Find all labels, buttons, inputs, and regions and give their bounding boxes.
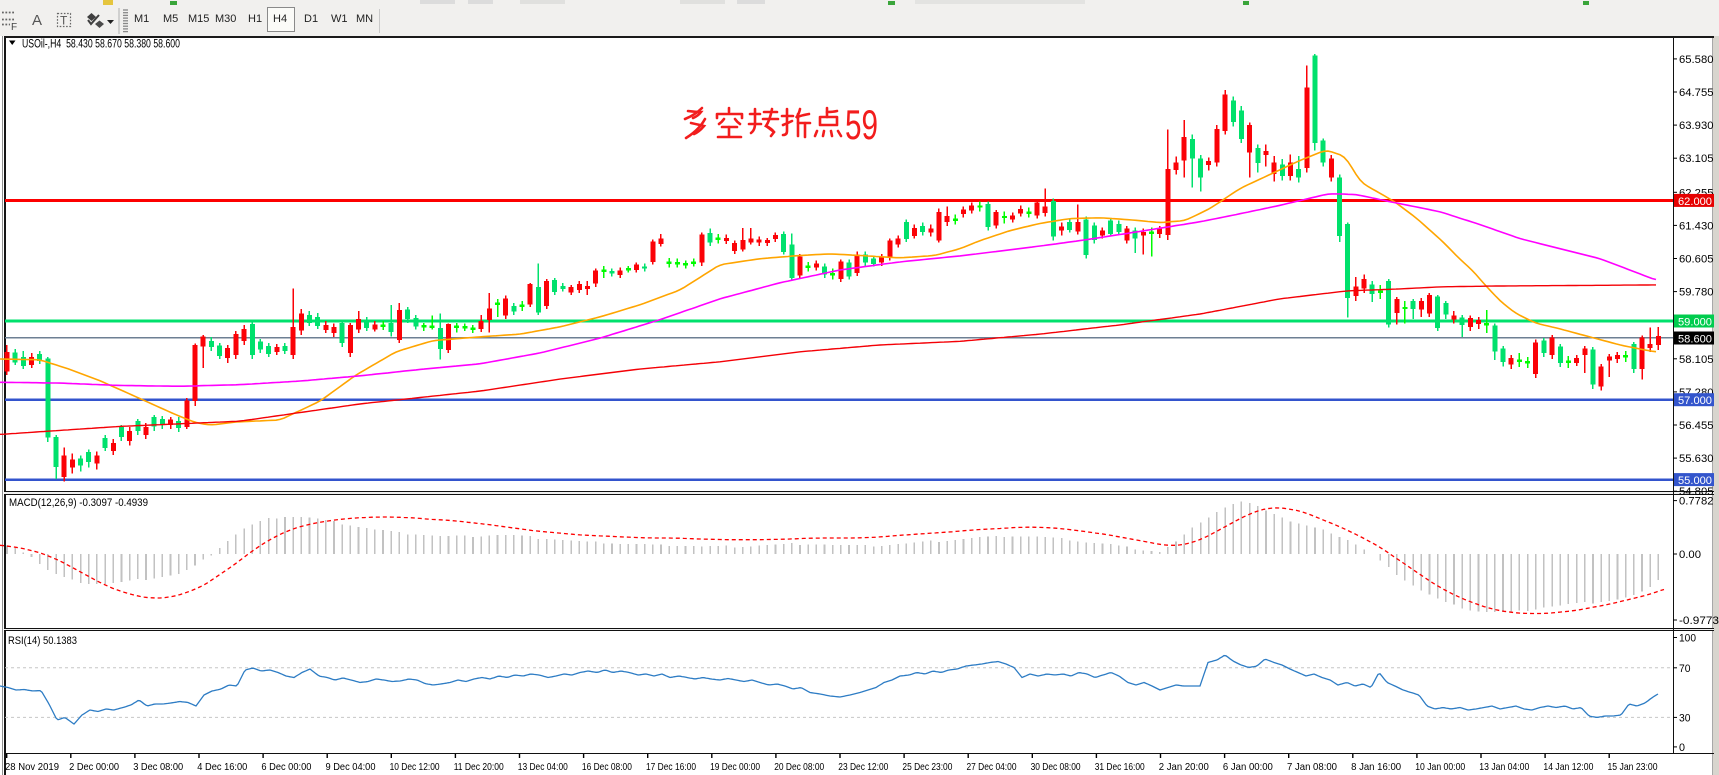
svg-text:30: 30	[1679, 712, 1691, 724]
svg-text:59.780: 59.780	[1679, 287, 1714, 299]
svg-text:MACD(12,26,9) -0.3097 -0.4939: MACD(12,26,9) -0.3097 -0.4939	[9, 497, 148, 509]
svg-text:0: 0	[1679, 742, 1685, 754]
svg-text:65.580: 65.580	[1679, 54, 1714, 66]
svg-text:10 Dec 12:00: 10 Dec 12:00	[390, 762, 440, 773]
svg-text:61.430: 61.430	[1679, 220, 1714, 232]
svg-text:28 Nov 2019: 28 Nov 2019	[5, 762, 59, 773]
svg-text:11 Dec 20:00: 11 Dec 20:00	[454, 762, 504, 773]
svg-text:27 Dec 04:00: 27 Dec 04:00	[967, 762, 1017, 773]
svg-text:15 Jan 23:00: 15 Jan 23:00	[1608, 762, 1658, 773]
svg-text:62.000: 62.000	[1678, 196, 1712, 208]
svg-text:19 Dec 00:00: 19 Dec 00:00	[710, 762, 760, 773]
svg-text:13 Dec 04:00: 13 Dec 04:00	[518, 762, 568, 773]
svg-text:25 Dec 23:00: 25 Dec 23:00	[902, 762, 952, 773]
svg-text:63.930: 63.930	[1679, 120, 1714, 132]
svg-text:0.7782: 0.7782	[1679, 496, 1714, 508]
svg-text:23 Dec 12:00: 23 Dec 12:00	[838, 762, 888, 773]
svg-text:T: T	[60, 14, 68, 28]
svg-text:54.805: 54.805	[1679, 486, 1714, 498]
svg-text:70: 70	[1679, 663, 1691, 675]
svg-text:57.000: 57.000	[1678, 395, 1712, 407]
svg-text:58.600: 58.600	[1678, 334, 1712, 346]
svg-text:17 Dec 16:00: 17 Dec 16:00	[646, 762, 696, 773]
svg-text:100: 100	[1679, 633, 1696, 645]
svg-text:7 Jan 08:00: 7 Jan 08:00	[1287, 762, 1337, 773]
svg-text:A: A	[32, 12, 42, 29]
svg-text:13 Jan 04:00: 13 Jan 04:00	[1479, 762, 1529, 773]
svg-text:9 Dec 04:00: 9 Dec 04:00	[326, 762, 376, 773]
svg-text:F: F	[11, 22, 17, 33]
svg-text:58.105: 58.105	[1679, 354, 1714, 366]
svg-text:0.00: 0.00	[1679, 549, 1701, 561]
svg-text:2 Jan 20:00: 2 Jan 20:00	[1159, 762, 1209, 773]
svg-text:6 Jan 00:00: 6 Jan 00:00	[1223, 762, 1273, 773]
svg-text:-0.9773: -0.9773	[1679, 615, 1719, 627]
svg-text:8 Jan 16:00: 8 Jan 16:00	[1351, 762, 1401, 773]
svg-text:63.105: 63.105	[1679, 153, 1714, 165]
svg-text:55.630: 55.630	[1679, 453, 1714, 465]
svg-text:59: 59	[845, 101, 878, 148]
svg-text:10 Jan 00:00: 10 Jan 00:00	[1415, 762, 1465, 773]
svg-text:2 Dec 00:00: 2 Dec 00:00	[69, 762, 119, 773]
svg-text:60.605: 60.605	[1679, 253, 1714, 265]
svg-text:16 Dec 08:00: 16 Dec 08:00	[582, 762, 632, 773]
svg-text:64.755: 64.755	[1679, 87, 1714, 99]
svg-text:20 Dec 08:00: 20 Dec 08:00	[774, 762, 824, 773]
svg-text:56.455: 56.455	[1679, 420, 1714, 432]
svg-text:3 Dec 08:00: 3 Dec 08:00	[133, 762, 183, 773]
svg-text:4 Dec 16:00: 4 Dec 16:00	[197, 762, 247, 773]
svg-text:59.000: 59.000	[1678, 317, 1712, 329]
svg-text:30 Dec 08:00: 30 Dec 08:00	[1031, 762, 1081, 773]
svg-text:USOil-,H4 58.430 58.670 58.38: USOil-,H4 58.430 58.670 58.380 58.600	[22, 39, 180, 51]
svg-text:55.000: 55.000	[1678, 475, 1712, 487]
svg-text:RSI(14) 50.1383: RSI(14) 50.1383	[8, 635, 77, 647]
svg-text:31 Dec 16:00: 31 Dec 16:00	[1095, 762, 1145, 773]
svg-text:6 Dec 00:00: 6 Dec 00:00	[261, 762, 311, 773]
svg-text:14 Jan 12:00: 14 Jan 12:00	[1543, 762, 1593, 773]
